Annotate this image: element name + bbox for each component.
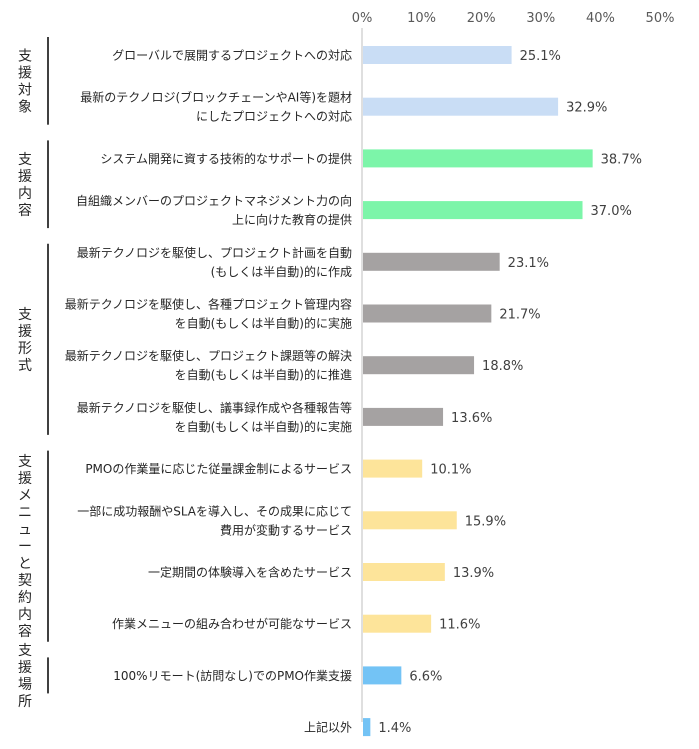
category-label: システム開発に資する技術的なサポートの提供 xyxy=(100,151,352,166)
group-label: 支援内容 xyxy=(18,152,32,219)
x-axis-ticks: 0% 10% 20% 30% 40% 50% xyxy=(352,11,675,26)
category-label: PMOの作業量に応じた従量課金制によるサービス xyxy=(85,461,352,476)
category-label: を自動(もしくは半自動)的に実施 xyxy=(175,419,352,434)
data-label: 13.6% xyxy=(451,411,492,426)
group-label: 支援対象 xyxy=(18,48,32,115)
x-tick-label: 10% xyxy=(407,11,436,26)
bar xyxy=(363,459,423,478)
category-label: 最新テクノロジを駆使し、プロジェクト計画を自動 xyxy=(77,245,352,260)
x-tick-label: 0% xyxy=(352,11,373,26)
data-label: 10.1% xyxy=(430,463,471,478)
category-label: 100%リモート(訪問なし)でのPMO作業支援 xyxy=(113,668,352,683)
data-label: 13.9% xyxy=(453,566,494,581)
data-label: 11.6% xyxy=(439,618,480,633)
category-label: にしたプロジェクトへの対応 xyxy=(196,110,352,124)
data-label: 18.8% xyxy=(482,359,523,374)
group-label: 支援場所 xyxy=(18,643,32,710)
bar xyxy=(363,46,512,64)
category-label: (もしくは半自動)的に作成 xyxy=(211,264,352,279)
data-label: 25.1% xyxy=(520,49,561,64)
category-label: 最新テクノロジを駆使し、各種プロジェクト管理内容 xyxy=(65,297,352,312)
bar xyxy=(363,614,432,633)
bar xyxy=(363,511,457,530)
category-label: 費用が変動するサービス xyxy=(220,522,352,537)
category-label: 最新のテクノロジ(ブロックチェーンやAI等)を題材 xyxy=(80,90,352,105)
bar xyxy=(363,407,444,426)
bar xyxy=(363,252,500,271)
bar xyxy=(363,356,475,375)
category-label: 上記以外 xyxy=(304,720,352,735)
bar xyxy=(363,201,583,220)
data-label: 37.0% xyxy=(591,204,632,219)
group-label: 支援形式 xyxy=(18,307,32,374)
category-label: 一定期間の体験導入を含めたサービス xyxy=(148,565,352,580)
x-tick-label: 30% xyxy=(526,11,555,26)
category-label: 上に向けた教育の提供 xyxy=(232,212,352,227)
data-label: 1.4% xyxy=(378,721,411,736)
bar xyxy=(363,304,492,323)
category-label: 一部に成功報酬やSLAを導入し、その成果に応じて xyxy=(77,503,352,518)
bar xyxy=(363,563,445,581)
category-label: 最新テクノロジを駆使し、議事録作成や各種報告等 xyxy=(77,400,352,415)
category-label: を自動(もしくは半自動)的に実施 xyxy=(175,316,352,331)
group-label: 支援メニューと契約内容 xyxy=(18,454,32,640)
bars xyxy=(363,46,593,737)
category-label: グローバルで展開するプロジェクトへの対応 xyxy=(112,49,352,63)
value-labels: 25.1% 32.9% 38.7% 37.0% 23.1% 21.7% 18.8% 13.6%… xyxy=(378,49,642,736)
category-label: を自動(もしくは半自動)的に推進 xyxy=(175,367,352,382)
bar xyxy=(363,149,593,168)
category-label: 最新テクノロジを駆使し、プロジェクト課題等の解決 xyxy=(65,348,352,363)
data-label: 21.7% xyxy=(499,308,540,323)
x-tick-label: 40% xyxy=(586,11,615,26)
data-label: 38.7% xyxy=(601,152,642,167)
data-label: 6.6% xyxy=(409,669,442,684)
data-label: 15.9% xyxy=(465,514,506,529)
data-label: 32.9% xyxy=(566,101,607,116)
bar xyxy=(363,97,559,116)
x-tick-label: 50% xyxy=(646,11,675,26)
x-tick-label: 20% xyxy=(467,11,496,26)
category-labels: グローバルで展開するプロジェクトへの対応最新のテクノロジ(ブロックチェーンやAI… xyxy=(65,49,352,735)
category-label: 自組織メンバーのプロジェクトマネジメント力の向 xyxy=(76,193,352,208)
category-label: 作業メニューの組み合わせが可能なサービス xyxy=(112,616,352,631)
bar xyxy=(363,666,402,685)
data-label: 23.1% xyxy=(508,256,549,271)
bar xyxy=(363,718,371,737)
